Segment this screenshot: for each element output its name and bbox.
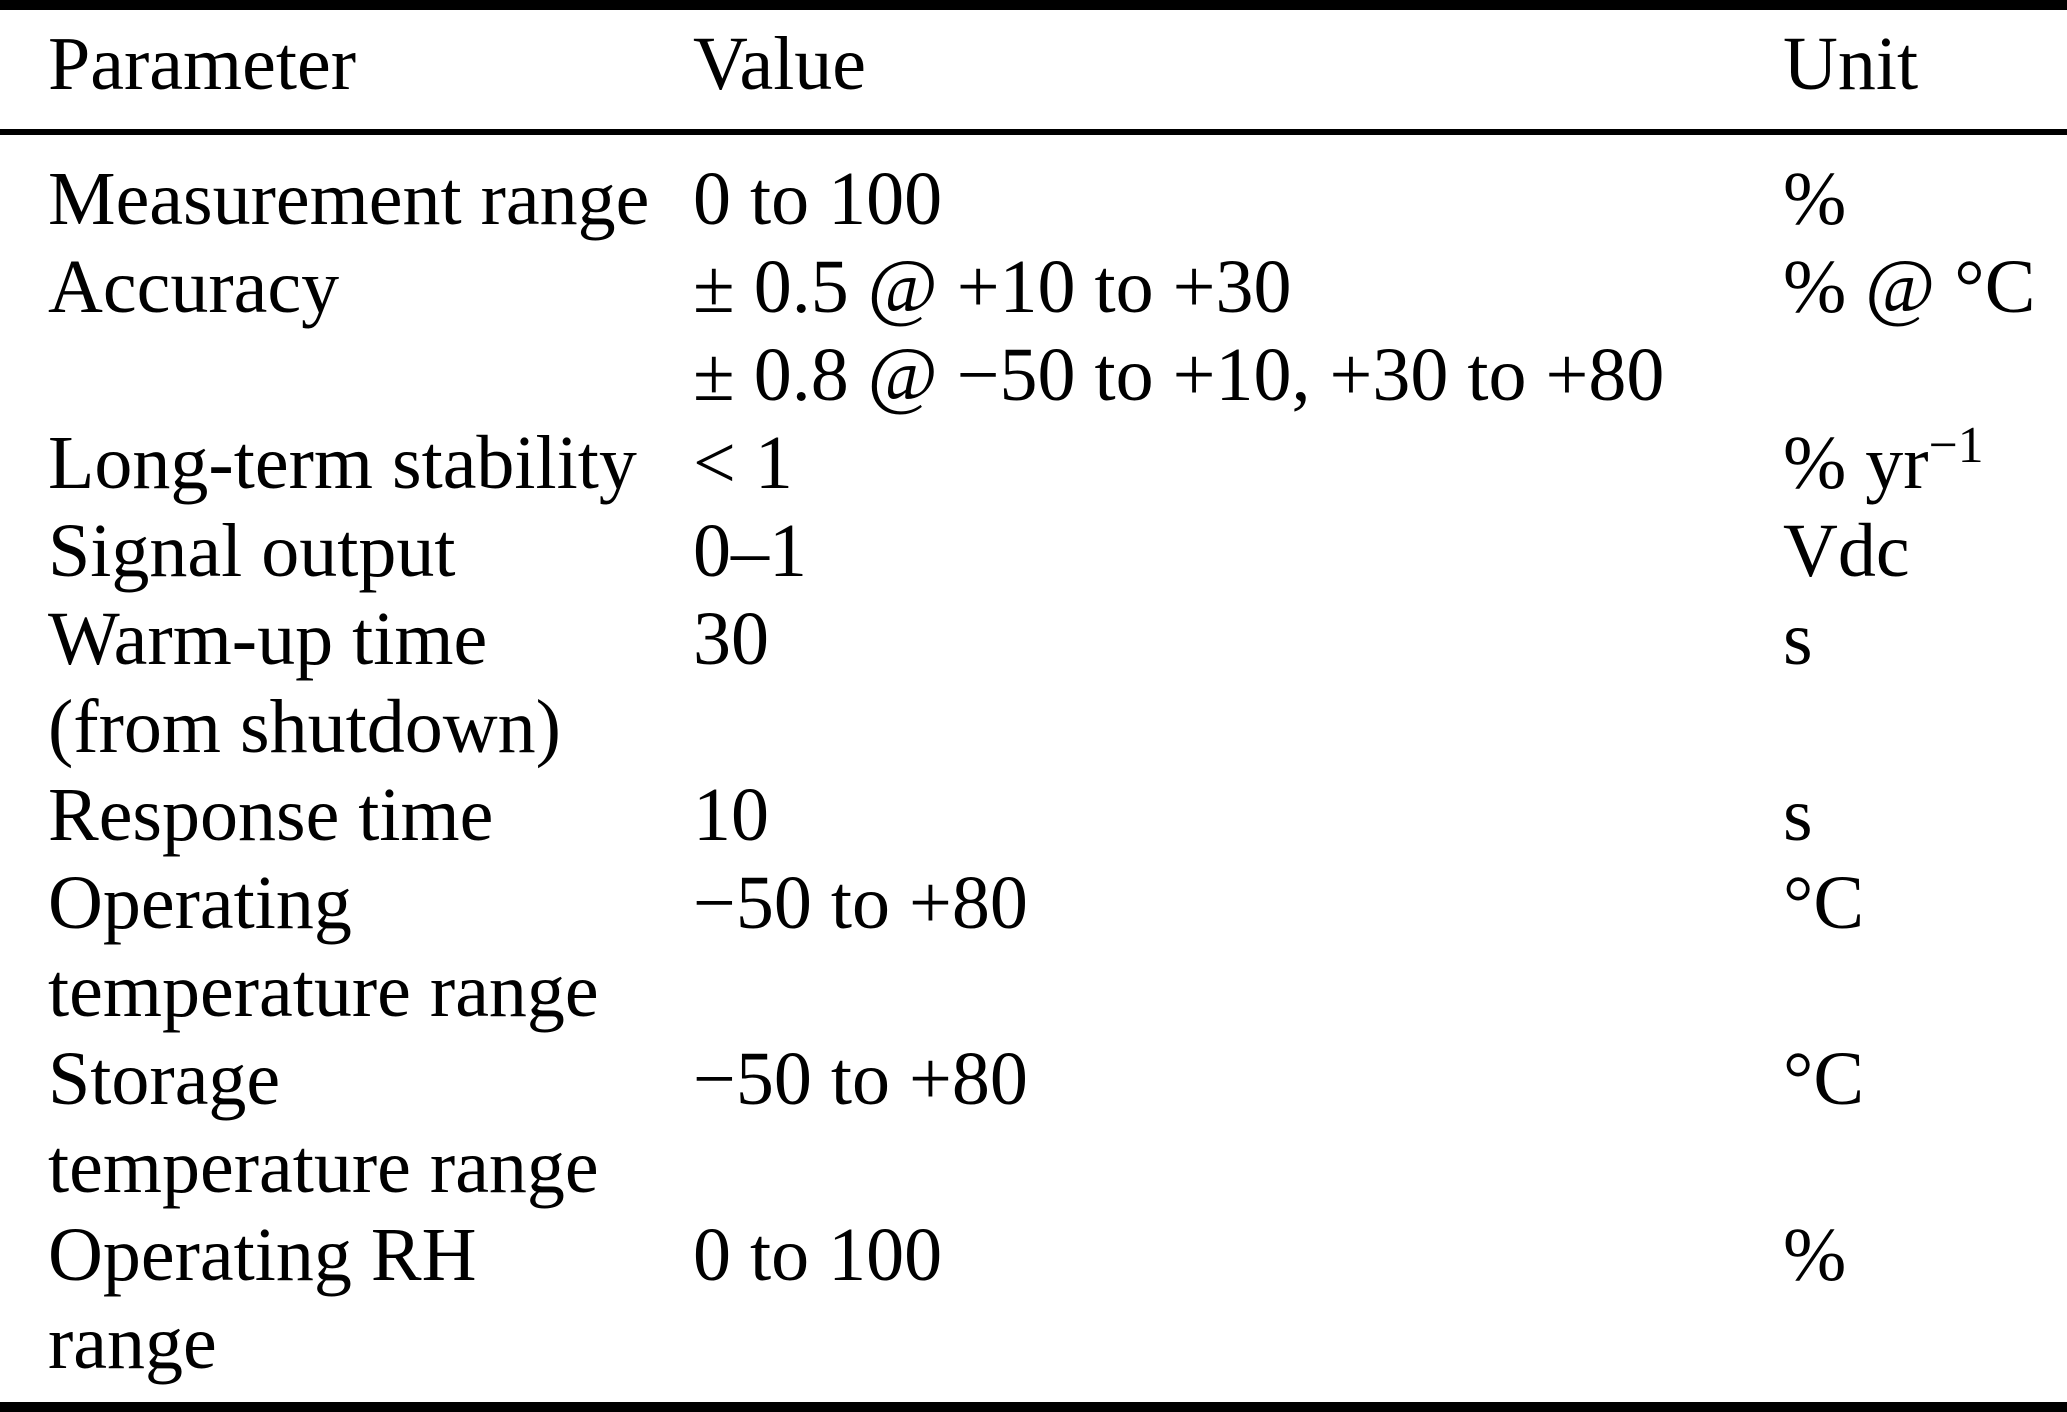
parameter-cell: Warm-up time (from shutdown) xyxy=(48,597,561,769)
unit-cell: % yr−1 xyxy=(1783,419,2067,507)
unit-text: % yr xyxy=(1783,421,1929,505)
table-row: Warm-up time (from shutdown) 30 s xyxy=(0,595,2067,771)
table-row: Accuracy ± 0.5 @ +10 to +30 ± 0.8 @ −50 … xyxy=(0,243,2067,419)
value-cell: ± 0.5 @ +10 to +30 ± 0.8 @ −50 to +10, +… xyxy=(693,245,1665,417)
table-row: Long-term stability < 1 % yr−1 xyxy=(0,419,2067,507)
unit-cell: % @ °C xyxy=(1783,243,2067,419)
header-row: Parameter Value Unit xyxy=(0,5,2067,135)
table-header: Parameter Value Unit xyxy=(0,5,2067,135)
value-cell: 0 to 100 xyxy=(693,1213,943,1297)
parameter-cell: Operating RH range xyxy=(48,1213,477,1385)
unit-cell: % xyxy=(1783,1211,2067,1408)
value-cell: 10 xyxy=(693,773,769,857)
parameter-cell: Accuracy xyxy=(48,245,340,329)
unit-text: % xyxy=(1783,1213,1847,1297)
parameter-cell: Measurement range xyxy=(48,157,650,241)
unit-text: s xyxy=(1783,773,1813,857)
value-cell: 0–1 xyxy=(693,509,807,593)
parameter-cell: Operating temperature range xyxy=(48,861,599,1033)
col-header-value: Value xyxy=(693,5,1783,135)
col-header-unit: Unit xyxy=(1783,5,2067,135)
unit-cell: s xyxy=(1783,771,2067,859)
value-cell: −50 to +80 xyxy=(693,1037,1028,1121)
unit-text: % xyxy=(1783,157,1847,241)
table-row: Response time 10 s xyxy=(0,771,2067,859)
unit-text: °C xyxy=(1783,1037,1865,1121)
unit-cell: % xyxy=(1783,132,2067,243)
unit-text: Vdc xyxy=(1783,509,1910,593)
parameter-cell: Long-term stability xyxy=(48,421,637,505)
value-cell: < 1 xyxy=(693,421,793,505)
unit-text: % @ °C xyxy=(1783,245,2036,329)
table-row: Storage temperature range −50 to +80 °C xyxy=(0,1035,2067,1211)
value-cell: −50 to +80 xyxy=(693,861,1028,945)
unit-cell: °C xyxy=(1783,859,2067,1035)
table-row: Signal output 0–1 Vdc xyxy=(0,507,2067,595)
value-cell: 0 to 100 xyxy=(693,157,943,241)
table-row: Operating temperature range −50 to +80 °… xyxy=(0,859,2067,1035)
unit-exponent: −1 xyxy=(1928,417,1984,474)
unit-cell: Vdc xyxy=(1783,507,2067,595)
parameter-cell: Storage temperature range xyxy=(48,1037,599,1209)
value-cell: 30 xyxy=(693,597,769,681)
table-row: Operating RH range 0 to 100 % xyxy=(0,1211,2067,1408)
col-header-parameter: Parameter xyxy=(0,5,693,135)
parameter-cell: Signal output xyxy=(48,509,456,593)
unit-text: s xyxy=(1783,597,1813,681)
unit-cell: s xyxy=(1783,595,2067,771)
parameter-cell: Response time xyxy=(48,773,494,857)
unit-text: °C xyxy=(1783,861,1865,945)
unit-cell: °C xyxy=(1783,1035,2067,1211)
table-row: Measurement range 0 to 100 % xyxy=(0,132,2067,243)
table-body: Measurement range 0 to 100 % Accuracy ± … xyxy=(0,132,2067,1408)
